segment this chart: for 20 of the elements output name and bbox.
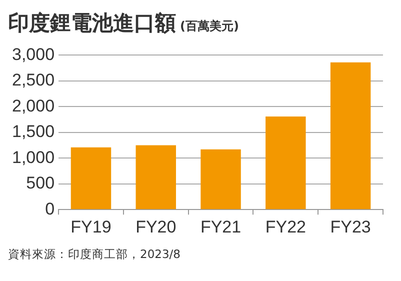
y-tick-label: 2,500 <box>12 70 55 90</box>
y-tick-label: 1,000 <box>12 148 55 167</box>
source-note: 資料來源：印度商工部，2023/8 <box>8 247 182 262</box>
y-tick-label: 3,000 <box>12 44 55 64</box>
bar <box>200 149 241 210</box>
y-tick-label: 2,000 <box>12 96 55 116</box>
x-tick-label: FY23 <box>330 217 371 236</box>
chart-title: 印度鋰電池進口額 <box>8 11 176 35</box>
bar <box>330 62 371 210</box>
chart-subtitle: (百萬美元) <box>180 19 239 33</box>
bar <box>70 147 112 210</box>
bar <box>266 116 306 210</box>
y-tick-label: 500 <box>26 174 55 193</box>
bar <box>136 145 176 210</box>
x-tick-label: FY19 <box>70 217 112 236</box>
x-tick-label: FY22 <box>265 217 306 236</box>
y-tick-label: 0 <box>45 199 55 218</box>
y-tick-label: 1,500 <box>12 122 55 142</box>
x-tick-label: FY20 <box>136 217 176 236</box>
x-tick-label: FY21 <box>200 217 242 236</box>
